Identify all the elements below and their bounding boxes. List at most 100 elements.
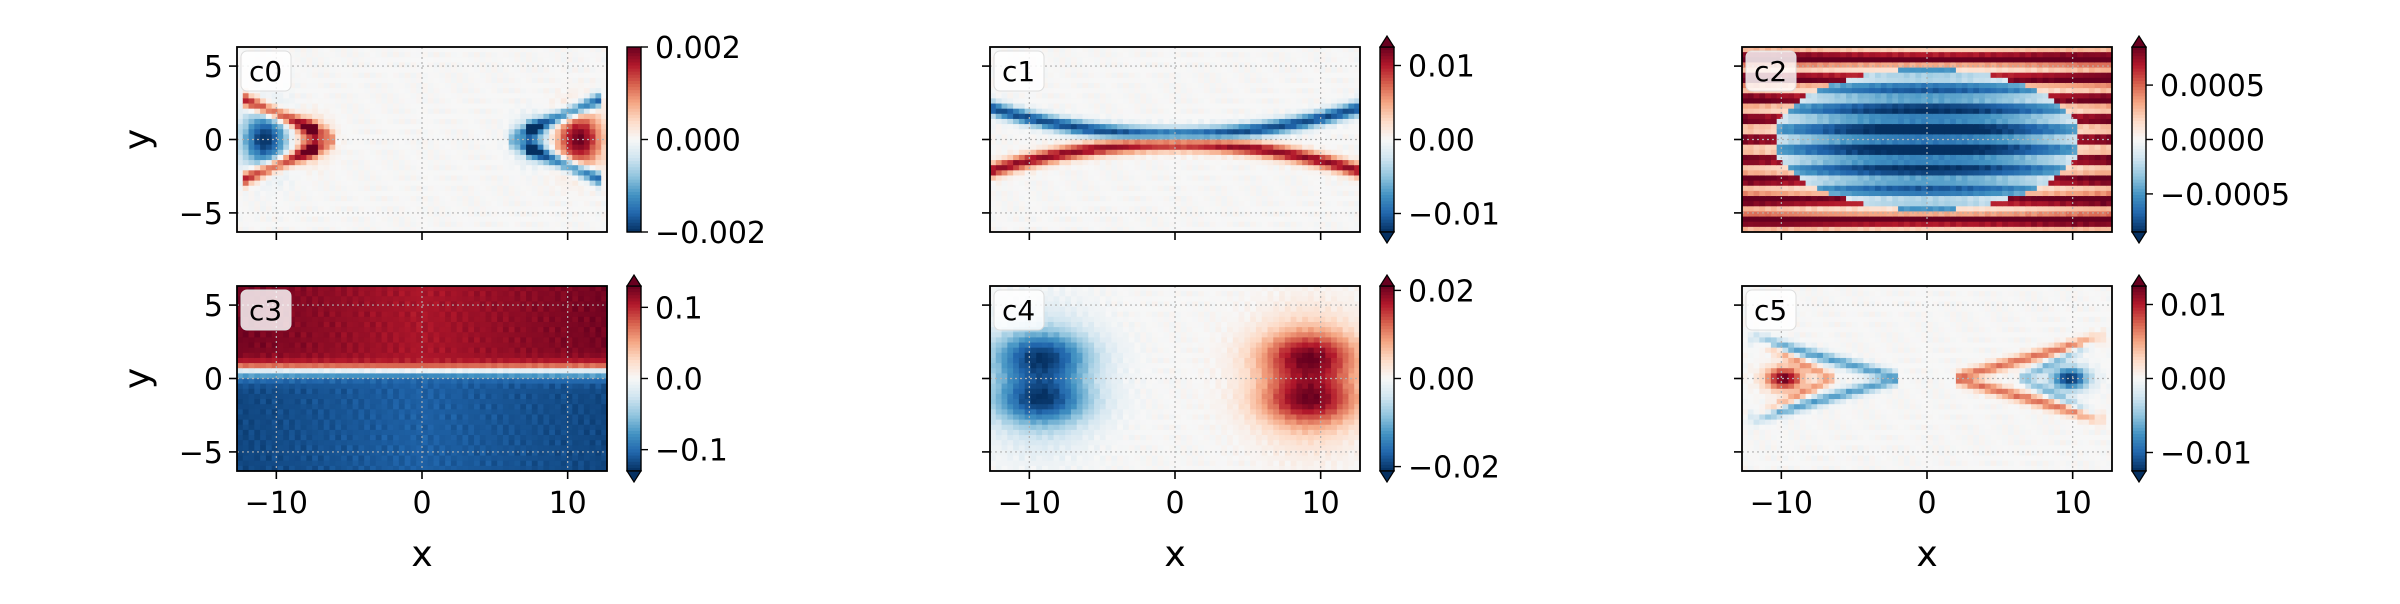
heatmap-cell <box>237 104 243 110</box>
heatmap-cell <box>445 119 451 125</box>
heatmap-cell <box>1048 140 1054 146</box>
heatmap-cell <box>335 186 341 192</box>
heatmap-cell <box>260 211 266 217</box>
heatmap-cell <box>1163 175 1169 181</box>
heatmap-cell <box>996 129 1002 135</box>
heatmap-cell <box>1233 119 1239 125</box>
heatmap-cell <box>318 155 324 161</box>
heatmap-cell <box>1215 57 1221 63</box>
heatmap-cell <box>509 119 515 125</box>
heatmap-cell <box>1100 109 1106 115</box>
heatmap-cell <box>1308 114 1314 120</box>
heatmap-cell <box>1042 114 1048 120</box>
heatmap-cell <box>1100 211 1106 217</box>
heatmap-cell <box>578 191 584 197</box>
heatmap-cell <box>462 129 468 135</box>
heatmap-cell <box>1071 109 1077 115</box>
heatmap-cell <box>595 155 601 161</box>
heatmap-cell <box>1771 150 1777 156</box>
heatmap-cell <box>1233 181 1239 187</box>
heatmap-cell <box>486 88 492 94</box>
heatmap-cell <box>1748 150 1754 156</box>
heatmap-cell <box>1296 62 1302 68</box>
heatmap-cell <box>1268 98 1274 104</box>
heatmap-cell <box>1175 186 1181 192</box>
heatmap-cell <box>1215 83 1221 89</box>
heatmap-cell <box>387 104 393 110</box>
heatmap-cell <box>393 62 399 68</box>
heatmap-cell <box>584 93 590 99</box>
heatmap-cell <box>376 186 382 192</box>
heatmap-cell <box>318 165 324 171</box>
heatmap-cell <box>497 150 503 156</box>
heatmap-cell <box>1163 104 1169 110</box>
heatmap-cell <box>1239 155 1245 161</box>
heatmap-cell <box>341 150 347 156</box>
heatmap-cell <box>237 93 243 99</box>
heatmap-cell <box>1123 145 1129 151</box>
heatmap-cell <box>1065 211 1071 217</box>
heatmap-cell <box>1088 98 1094 104</box>
heatmap-cell <box>1059 98 1065 104</box>
heatmap-cell <box>1140 73 1146 79</box>
heatmap-cell <box>410 217 416 223</box>
heatmap-cell <box>503 129 509 135</box>
heatmap-cell <box>1192 93 1198 99</box>
heatmap-cell <box>1181 93 1187 99</box>
heatmap-cell <box>272 145 278 151</box>
heatmap-cell <box>1765 217 1771 223</box>
heatmap-cell <box>1158 57 1164 63</box>
heatmap-cell <box>590 196 596 202</box>
heatmap-cell <box>1198 145 1204 151</box>
heatmap-cell <box>393 129 399 135</box>
heatmap-cell <box>1308 109 1314 115</box>
heatmap-cell <box>301 222 307 228</box>
heatmap-cell <box>1244 140 1250 146</box>
heatmap-cell <box>451 83 457 89</box>
heatmap-cell <box>1343 160 1349 166</box>
heatmap-cell <box>451 165 457 171</box>
heatmap-cell <box>301 160 307 166</box>
heatmap-cell <box>1279 114 1285 120</box>
heatmap-cell <box>1071 191 1077 197</box>
heatmap-cell <box>1135 73 1141 79</box>
heatmap-cell <box>1042 222 1048 228</box>
heatmap-cell <box>410 222 416 228</box>
heatmap-cell <box>330 119 336 125</box>
heatmap-cell <box>1256 104 1262 110</box>
heatmap-cell <box>990 181 996 187</box>
heatmap-cell <box>410 88 416 94</box>
heatmap-cell <box>497 88 503 94</box>
heatmap-cell <box>289 196 295 202</box>
heatmap-cell <box>1285 114 1291 120</box>
heatmap-cell <box>364 217 370 223</box>
heatmap-cell <box>486 104 492 110</box>
heatmap-cell <box>1152 98 1158 104</box>
heatmap-cell <box>1244 93 1250 99</box>
heatmap-cell <box>457 57 463 63</box>
heatmap-cell <box>1146 104 1152 110</box>
heatmap-cell <box>1302 78 1308 84</box>
heatmap-cell <box>480 181 486 187</box>
heatmap-cell <box>1111 186 1117 192</box>
heatmap-cell <box>1314 124 1320 130</box>
heatmap-cell <box>1765 186 1771 192</box>
heatmap-cell <box>451 181 457 187</box>
heatmap-cell <box>1325 145 1331 151</box>
heatmap-cell <box>1273 52 1279 58</box>
heatmap-cell <box>399 119 405 125</box>
heatmap-cell <box>584 222 590 228</box>
heatmap-cell <box>474 83 480 89</box>
heatmap-cell <box>1771 119 1777 125</box>
heatmap-cell <box>1348 124 1354 130</box>
heatmap-cell <box>1181 175 1187 181</box>
heatmap-cell <box>1048 175 1054 181</box>
heatmap-cell <box>457 191 463 197</box>
heatmap-cell <box>497 68 503 74</box>
heatmap-cell <box>526 170 532 176</box>
heatmap-cell <box>399 83 405 89</box>
heatmap-cell <box>543 119 549 125</box>
heatmap-cell <box>572 155 578 161</box>
heatmap-cell <box>1071 88 1077 94</box>
heatmap-cell <box>347 181 353 187</box>
